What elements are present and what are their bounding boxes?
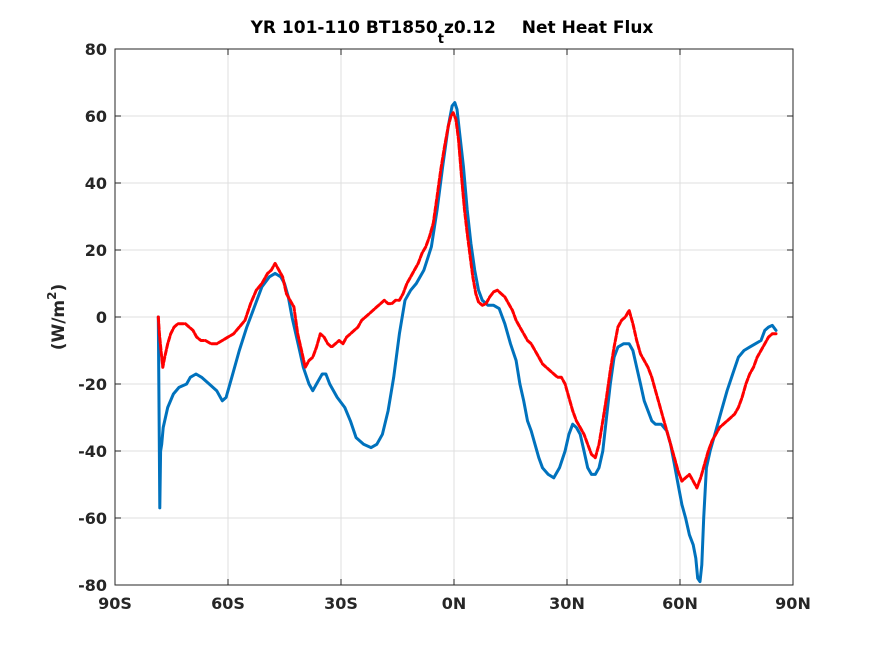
chart-title: YR 101-110 BT1850tz0.12 Net Heat Flux	[250, 18, 654, 47]
y-tick-label: 0	[96, 308, 107, 327]
y-tick-label: -60	[78, 509, 107, 528]
x-tick-label: 0N	[442, 594, 467, 613]
y-tick-labels: -80 -60 -40 -20 0 20 40 60 80	[78, 40, 107, 595]
y-axis-label-prefix: (W/m	[49, 300, 69, 350]
y-tick-label: 80	[85, 40, 107, 59]
y-tick-label: -80	[78, 576, 107, 595]
x-tick-label: 60S	[211, 594, 245, 613]
y-tick-label: -20	[78, 375, 107, 394]
y-tick-label: 40	[85, 174, 107, 193]
y-axis-label-superscript: 2	[45, 291, 59, 299]
y-axis-label-suffix: )	[49, 284, 69, 292]
x-tick-label: 30S	[324, 594, 358, 613]
y-tick-label: 20	[85, 241, 107, 260]
axis-ticks	[114, 48, 794, 586]
x-tick-label: 30N	[549, 594, 585, 613]
title-part-2: z0.12	[444, 18, 496, 38]
y-tick-label: 60	[85, 107, 107, 126]
y-tick-label: -40	[78, 442, 107, 461]
title-subscript: t	[438, 32, 444, 47]
series-line-1	[156, 101, 778, 584]
y-axis-label: (W/m2)	[45, 284, 69, 351]
x-tick-labels: 90S 60S 30S 0N 30N 60N 90N	[98, 594, 811, 613]
x-tick-label: 90S	[98, 594, 132, 613]
x-tick-label: 90N	[775, 594, 811, 613]
series-line-2	[156, 111, 778, 490]
x-tick-label: 60N	[662, 594, 698, 613]
title-part-1: YR 101-110 BT1850	[250, 18, 438, 38]
data-series	[156, 101, 778, 584]
title-part-3: Net Heat Flux	[522, 18, 654, 38]
